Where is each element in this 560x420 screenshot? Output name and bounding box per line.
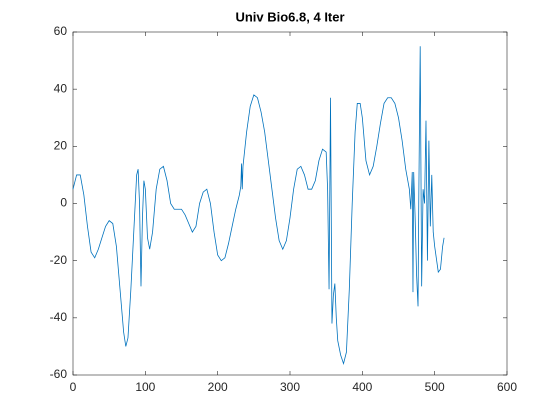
x-tick-label: 200 bbox=[208, 380, 228, 394]
y-tick-label: 40 bbox=[54, 81, 68, 95]
x-tick-label: 100 bbox=[135, 380, 155, 394]
chart-title: Univ Bio6.8, 4 Iter bbox=[235, 9, 344, 24]
y-tick-label: 60 bbox=[54, 24, 68, 38]
x-tick-label: 500 bbox=[425, 380, 445, 394]
x-tick-label: 0 bbox=[70, 380, 77, 394]
x-tick-label: 400 bbox=[352, 380, 372, 394]
y-tick-label: 0 bbox=[60, 196, 67, 210]
data-line bbox=[72, 46, 445, 365]
y-tick-label: 20 bbox=[54, 139, 68, 153]
plot-area bbox=[72, 31, 508, 376]
y-tick-label: -40 bbox=[50, 310, 68, 324]
y-tick-label: -60 bbox=[50, 367, 68, 381]
y-tick-label: -20 bbox=[50, 253, 68, 267]
x-tick-label: 600 bbox=[497, 380, 517, 394]
x-tick-label: 300 bbox=[280, 380, 300, 394]
